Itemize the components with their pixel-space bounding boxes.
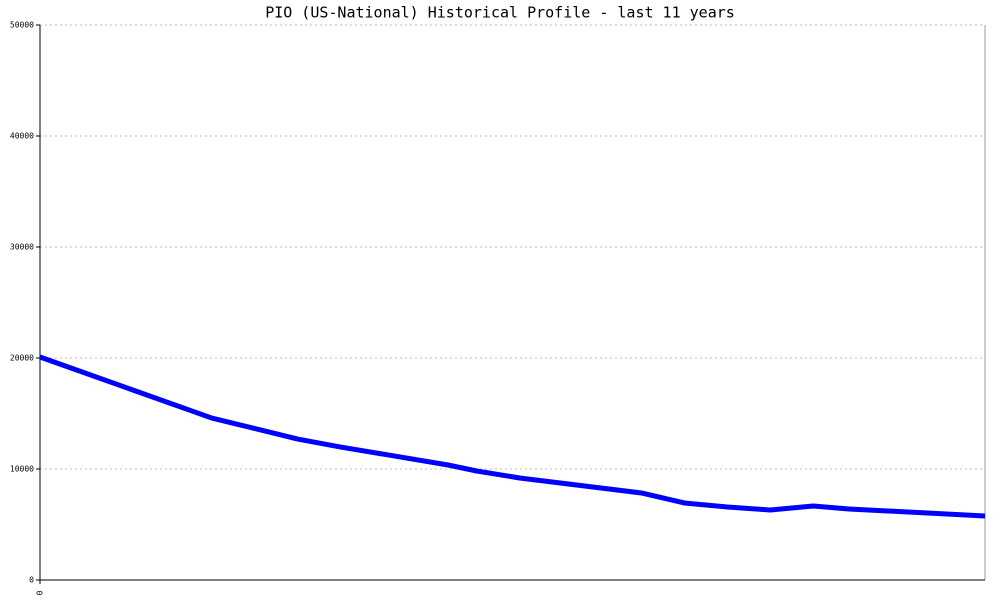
y-tick-label: 50000 [10,21,34,30]
data-line [39,354,986,519]
y-tick-label: 40000 [10,132,34,141]
chart-title: PIO (US-National) Historical Profile - l… [265,4,735,22]
y-tick-label: 30000 [10,243,34,252]
y-tick-label: 0 [29,576,34,585]
y-tick-label: 10000 [10,465,34,474]
y-tick-label: 20000 [10,354,34,363]
x-tick-label: 0 [36,590,45,595]
